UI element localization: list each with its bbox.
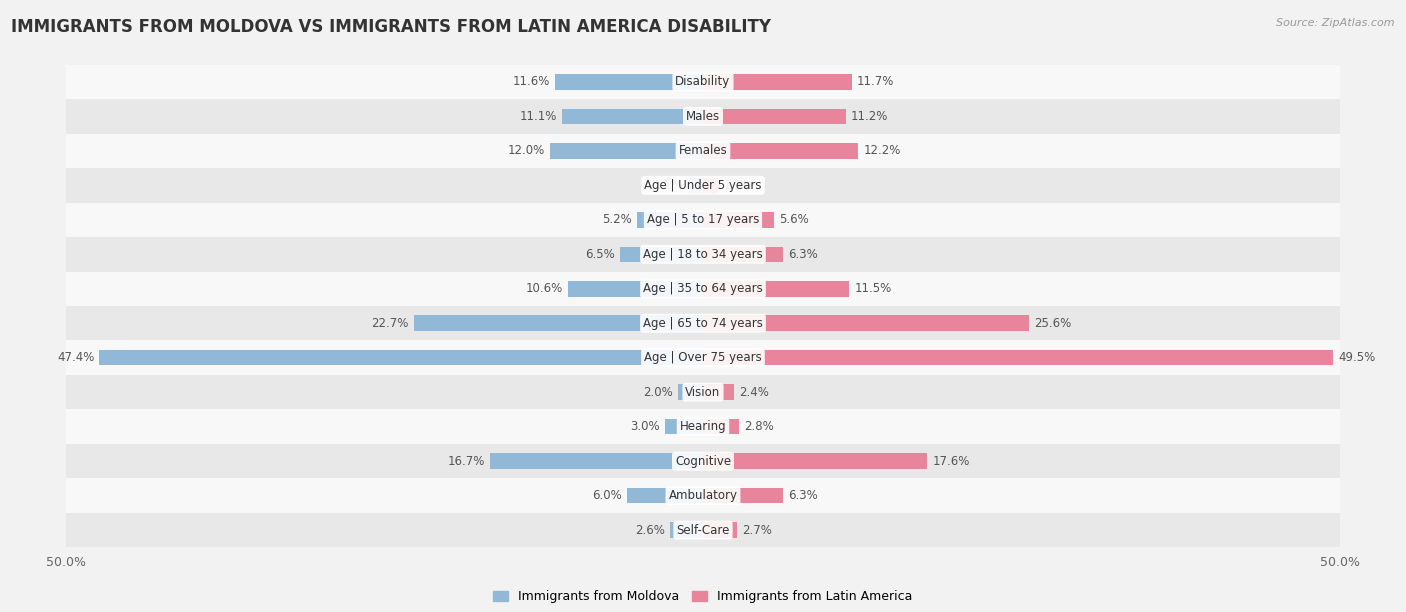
Bar xyxy=(678,384,703,400)
Text: 12.0%: 12.0% xyxy=(508,144,546,157)
Text: 25.6%: 25.6% xyxy=(1033,317,1071,330)
Bar xyxy=(491,453,703,469)
Text: 5.6%: 5.6% xyxy=(779,214,808,226)
Bar xyxy=(703,384,734,400)
Text: Source: ZipAtlas.com: Source: ZipAtlas.com xyxy=(1277,18,1395,28)
Text: 3.0%: 3.0% xyxy=(630,420,659,433)
Text: 6.5%: 6.5% xyxy=(585,248,616,261)
Text: Self-Care: Self-Care xyxy=(676,524,730,537)
Text: Females: Females xyxy=(679,144,727,157)
Bar xyxy=(66,306,1340,340)
Bar xyxy=(550,143,703,159)
Bar xyxy=(703,281,849,297)
Text: 11.5%: 11.5% xyxy=(855,282,891,295)
Text: 5.2%: 5.2% xyxy=(602,214,631,226)
Text: Hearing: Hearing xyxy=(679,420,727,433)
Text: Age | 35 to 64 years: Age | 35 to 64 years xyxy=(643,282,763,295)
Bar xyxy=(66,375,1340,409)
Text: Age | Under 5 years: Age | Under 5 years xyxy=(644,179,762,192)
Bar xyxy=(66,513,1340,547)
Bar xyxy=(703,523,737,538)
Text: Disability: Disability xyxy=(675,75,731,88)
Text: 2.6%: 2.6% xyxy=(636,524,665,537)
Text: Age | 65 to 74 years: Age | 65 to 74 years xyxy=(643,317,763,330)
Text: Age | Over 75 years: Age | Over 75 years xyxy=(644,351,762,364)
Legend: Immigrants from Moldova, Immigrants from Latin America: Immigrants from Moldova, Immigrants from… xyxy=(488,585,918,608)
Text: 1.1%: 1.1% xyxy=(654,179,683,192)
Text: IMMIGRANTS FROM MOLDOVA VS IMMIGRANTS FROM LATIN AMERICA DISABILITY: IMMIGRANTS FROM MOLDOVA VS IMMIGRANTS FR… xyxy=(11,18,772,36)
Bar xyxy=(703,143,858,159)
Text: 49.5%: 49.5% xyxy=(1339,351,1375,364)
Text: 47.4%: 47.4% xyxy=(58,351,94,364)
Text: Age | 18 to 34 years: Age | 18 to 34 years xyxy=(643,248,763,261)
Bar xyxy=(66,272,1340,306)
Bar xyxy=(703,74,852,89)
Bar xyxy=(568,281,703,297)
Bar xyxy=(100,350,703,365)
Bar xyxy=(66,203,1340,237)
Bar xyxy=(703,108,845,124)
Text: Cognitive: Cognitive xyxy=(675,455,731,468)
Text: 16.7%: 16.7% xyxy=(449,455,485,468)
Bar xyxy=(703,488,783,504)
Bar xyxy=(66,237,1340,272)
Text: Age | 5 to 17 years: Age | 5 to 17 years xyxy=(647,214,759,226)
Bar xyxy=(66,479,1340,513)
Text: 11.7%: 11.7% xyxy=(858,75,894,88)
Bar xyxy=(703,212,775,228)
Text: 6.3%: 6.3% xyxy=(789,248,818,261)
Bar xyxy=(637,212,703,228)
Bar xyxy=(66,133,1340,168)
Text: 6.0%: 6.0% xyxy=(592,489,621,502)
Bar xyxy=(413,315,703,331)
Text: 22.7%: 22.7% xyxy=(371,317,409,330)
Bar xyxy=(66,65,1340,99)
Bar xyxy=(703,315,1029,331)
Text: Males: Males xyxy=(686,110,720,123)
Bar xyxy=(703,177,718,193)
Bar xyxy=(66,409,1340,444)
Bar xyxy=(66,168,1340,203)
Text: 2.7%: 2.7% xyxy=(742,524,772,537)
Bar xyxy=(689,177,703,193)
Text: 10.6%: 10.6% xyxy=(526,282,562,295)
Bar xyxy=(66,444,1340,479)
Text: 6.3%: 6.3% xyxy=(789,489,818,502)
Text: Vision: Vision xyxy=(685,386,721,398)
Bar xyxy=(703,350,1333,365)
Bar xyxy=(66,340,1340,375)
Bar xyxy=(703,247,783,262)
Text: 1.2%: 1.2% xyxy=(723,179,754,192)
Bar xyxy=(555,74,703,89)
Bar xyxy=(703,453,927,469)
Bar xyxy=(561,108,703,124)
Text: 2.4%: 2.4% xyxy=(738,386,769,398)
Text: 17.6%: 17.6% xyxy=(932,455,970,468)
Text: Ambulatory: Ambulatory xyxy=(668,489,738,502)
Bar xyxy=(703,419,738,435)
Text: 2.0%: 2.0% xyxy=(643,386,672,398)
Text: 11.6%: 11.6% xyxy=(513,75,550,88)
Text: 11.1%: 11.1% xyxy=(519,110,557,123)
Bar xyxy=(669,523,703,538)
Bar xyxy=(627,488,703,504)
Text: 11.2%: 11.2% xyxy=(851,110,889,123)
Bar xyxy=(620,247,703,262)
Bar xyxy=(66,99,1340,133)
Text: 2.8%: 2.8% xyxy=(744,420,773,433)
Text: 12.2%: 12.2% xyxy=(863,144,901,157)
Bar xyxy=(665,419,703,435)
